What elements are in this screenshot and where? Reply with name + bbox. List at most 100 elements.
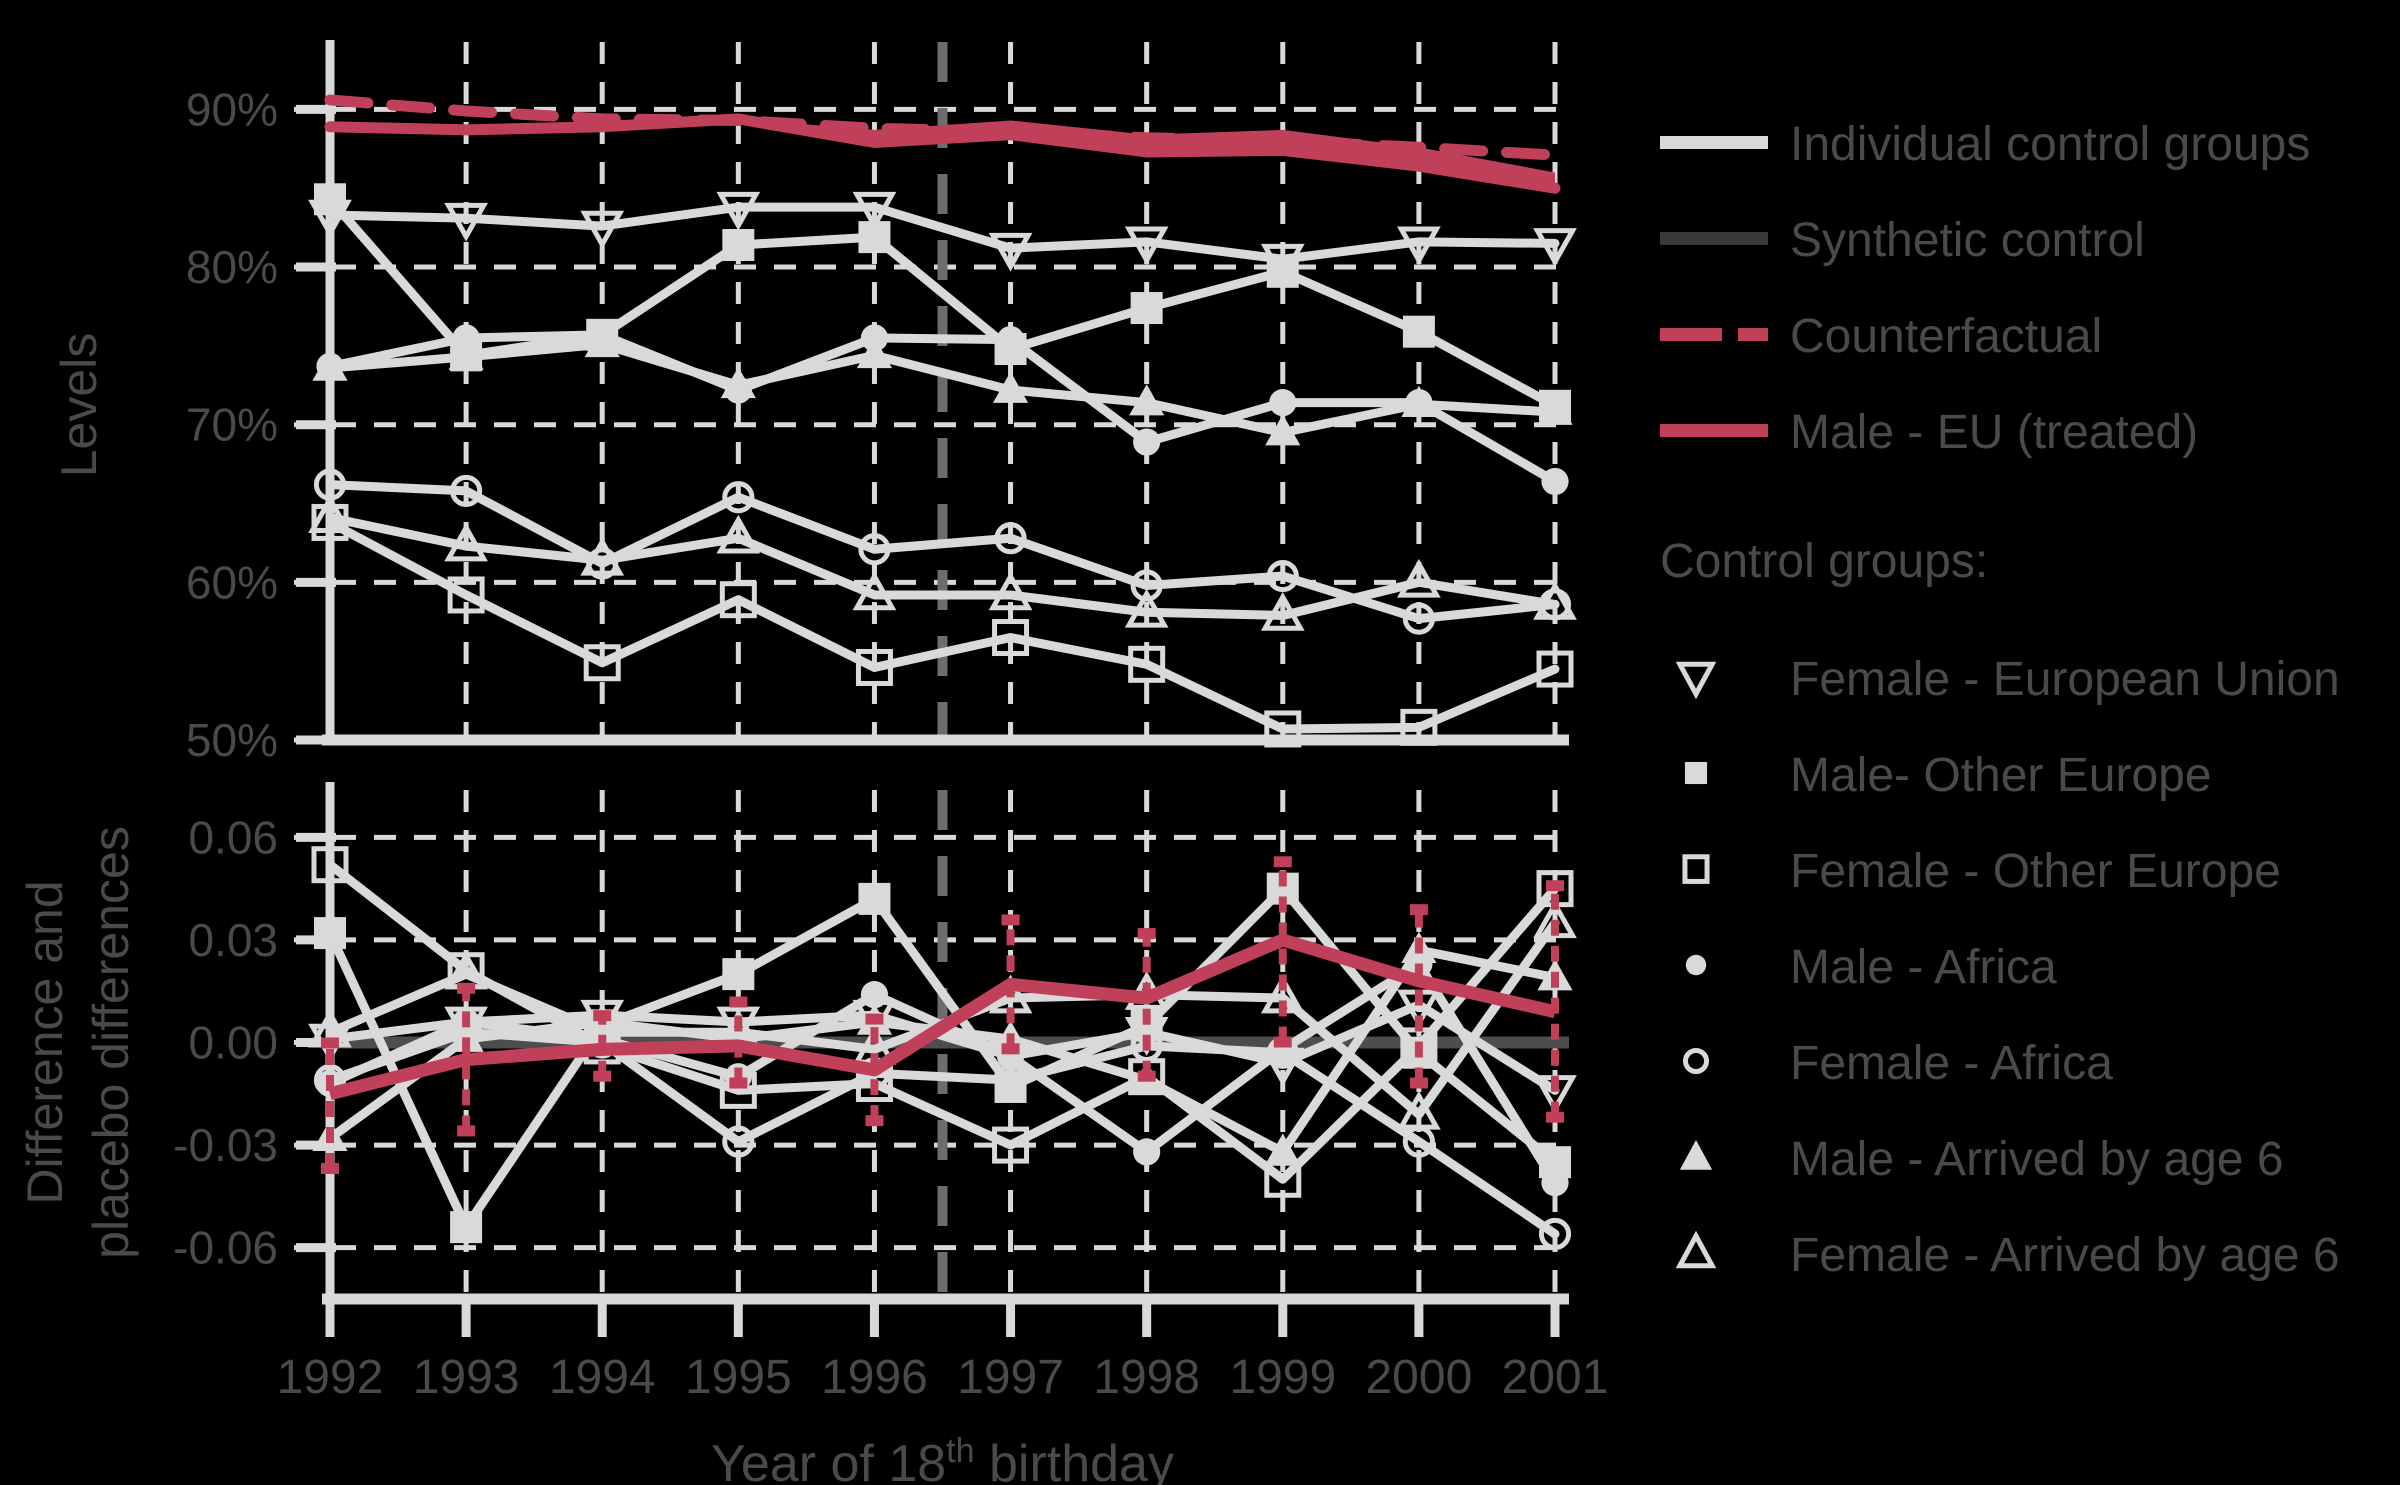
marker-circle-filled (860, 981, 889, 1009)
series-line (328, 933, 1557, 1101)
marker-circle-open (1130, 569, 1163, 602)
legend-series-label: Male - EU (treated) (1790, 406, 2198, 459)
marker-triangle-down-open (1675, 661, 1717, 700)
x-tick-label: 2001 (1502, 1351, 1609, 1404)
marker-square-filled (1266, 255, 1299, 288)
marker-square-filled (314, 183, 346, 216)
legend-group-row[interactable]: Female - Other Europe (1682, 845, 2281, 898)
marker-triangle-up-filled (584, 325, 620, 358)
marker-circle-open (1538, 1217, 1572, 1251)
marker-triangle-up-open (580, 536, 625, 576)
legend-group-row[interactable]: Male- Other Europe (1684, 749, 2212, 802)
marker-triangle-down-open (580, 210, 625, 250)
marker-circle-filled (1133, 428, 1161, 456)
errorbar-cap-top (593, 1010, 612, 1022)
marker-circle-filled (996, 325, 1025, 354)
legend-series-label: Individual control groups (1790, 118, 2310, 171)
marker-triangle-up-filled (1401, 385, 1437, 418)
errorbar-cap-top (1273, 856, 1292, 868)
marker-triangle-up-filled (448, 1020, 484, 1052)
marker-square-filled (858, 882, 891, 915)
marker-triangle-down-open (1397, 226, 1441, 266)
marker-square-filled (858, 221, 891, 254)
errorbar-cap-top (1001, 914, 1020, 926)
errorbar-cap-top (1137, 928, 1156, 940)
legend-group-label: Female - Other Europe (1790, 845, 2281, 898)
legend-groups-heading: Control groups: (1660, 535, 1988, 588)
marker-triangle-up-open (1397, 558, 1441, 598)
marker-circle-filled (452, 324, 480, 352)
differences-y-tick-label: 0.06 (188, 811, 278, 863)
marker-triangle-up-filled (312, 349, 348, 381)
marker-triangle-up-filled (1129, 384, 1165, 416)
marker-square-filled (1684, 761, 1708, 785)
marker-square-open (1128, 645, 1166, 683)
marker-triangle-up-filled (1537, 393, 1573, 425)
x-tick-label: 2000 (1365, 1351, 1472, 1404)
marker-triangle-up-filled (448, 338, 484, 370)
series-levels (311, 503, 1574, 748)
legend-series-row[interactable]: Male - EU (treated) (1660, 406, 2198, 459)
marker-triangle-up-filled (992, 371, 1029, 403)
marker-circle-open (722, 481, 755, 514)
marker-triangle-down-open (988, 232, 1033, 272)
errorbar-cap-bottom (321, 1163, 339, 1175)
differences-axis-title-line1: Difference and (17, 880, 73, 1204)
marker-circle-filled (1541, 467, 1569, 496)
series-line (325, 194, 1560, 411)
marker-square-open (447, 576, 485, 614)
differences-axis-title-line2: placebo differences (83, 826, 139, 1259)
errorbar-cap-bottom (1409, 1077, 1428, 1089)
legend-group-row[interactable]: Female - Africa (1682, 1037, 2113, 1090)
legend-series-row[interactable]: Counterfactual (1660, 310, 2102, 363)
legend-group-label: Male- Other Europe (1790, 749, 2212, 802)
legend-group-row[interactable]: Female - Arrived by age 6 (1675, 1229, 2340, 1282)
marker-square-open (855, 648, 893, 686)
errorbar-cap-bottom (457, 1125, 476, 1137)
marker-circle-open (1130, 1029, 1163, 1063)
errorbar-cap-bottom (1273, 1036, 1292, 1048)
legend-series-label: Synthetic control (1790, 214, 2145, 267)
marker-square-filled (722, 958, 755, 991)
legend-series-row[interactable]: Individual control groups (1660, 118, 2310, 171)
errorbar-cap-bottom (1546, 1111, 1564, 1123)
marker-triangle-up-open (1675, 1230, 1717, 1269)
legend-group-row[interactable]: Female - European Union (1675, 653, 2340, 706)
series-line (325, 884, 1560, 1232)
series-line (325, 517, 1560, 734)
series-levels (308, 494, 1577, 631)
marker-square-open (1264, 710, 1302, 748)
levels-y-tick-label: 80% (186, 241, 278, 293)
legend-swatch-dash-1 (1660, 328, 1722, 341)
differences-y-tick-label: 0.03 (188, 914, 278, 966)
legend-series-row[interactable]: Synthetic control (1660, 214, 2145, 267)
marker-square-open (719, 581, 757, 619)
marker-square-open (311, 846, 349, 884)
marker-square-open (1536, 650, 1574, 688)
marker-triangle-up-filled (1265, 414, 1301, 446)
marker-triangle-up-filled (1679, 1140, 1713, 1170)
marker-triangle-up-filled (1265, 1133, 1301, 1165)
marker-triangle-down-open (852, 191, 897, 231)
legend-swatch-line (1660, 136, 1768, 149)
marker-circle-open (1266, 559, 1299, 593)
x-tick-label: 1997 (957, 1351, 1064, 1404)
series-levels (324, 94, 1561, 161)
marker-triangle-down-open (444, 202, 488, 242)
marker-triangle-up-open (1533, 580, 1577, 620)
marker-triangle-up-open (852, 571, 897, 611)
marker-triangle-up-open (1260, 591, 1305, 631)
legend-group-row[interactable]: Male - Africa (1685, 941, 2057, 994)
series-line (325, 1000, 1560, 1095)
marker-triangle-up-filled (856, 336, 893, 369)
marker-square-filled (1402, 315, 1435, 348)
marker-circle-filled (1541, 1169, 1569, 1197)
legend-swatch-line (1660, 424, 1768, 437)
legend-group-row[interactable]: Male - Arrived by age 6 (1679, 1133, 2284, 1186)
series-line (325, 860, 1560, 1184)
differences-y-tick-label: -0.03 (173, 1119, 278, 1171)
marker-square-filled (722, 228, 755, 261)
marker-circle-open (1682, 1047, 1710, 1075)
